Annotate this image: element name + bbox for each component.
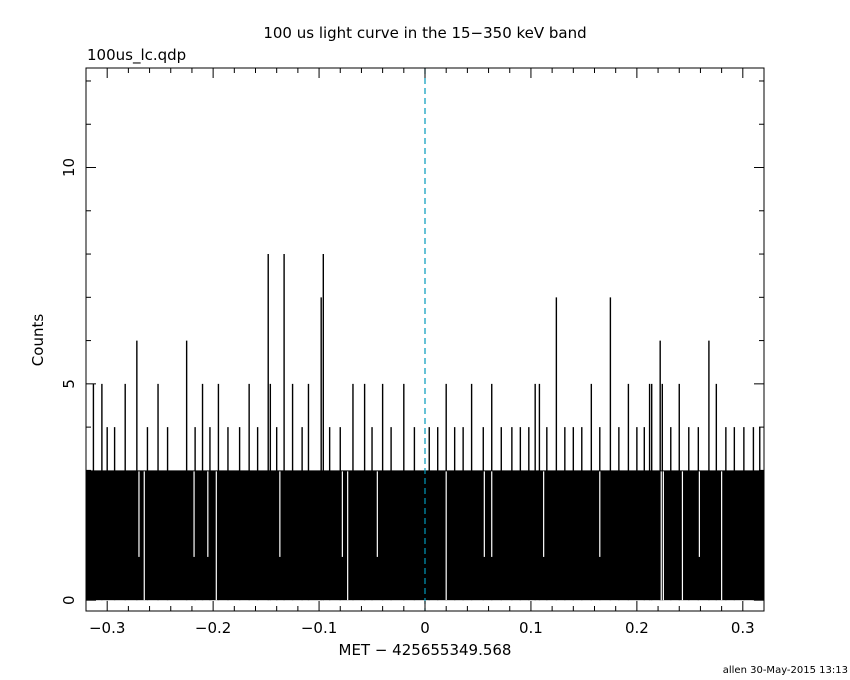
x-tick-label: 0.2 — [625, 619, 649, 637]
ticks-layer — [85, 68, 765, 611]
x-tick-label: 0.1 — [519, 619, 543, 637]
x-tick-label: 0.3 — [731, 619, 755, 637]
x-axis-label: MET − 425655349.568 — [339, 641, 512, 659]
y-tick-label: 5 — [60, 379, 78, 389]
x-tick-label: −0.2 — [195, 619, 231, 637]
file-label: 100us_lc.qdp — [87, 46, 186, 65]
chart-title: 100 us light curve in the 15−350 keV ban… — [263, 24, 586, 42]
footer-stamp: allen 30-May-2015 13:13 — [723, 665, 848, 676]
y-tick-label: 0 — [60, 595, 78, 605]
plot-frame — [85, 67, 765, 612]
x-tick-label: −0.1 — [301, 619, 337, 637]
tick-labels-layer: −0.3 −0.2 −0.1 0 0.1 0.2 0.3 0 5 10 — [60, 158, 755, 637]
x-tick-label: 0 — [420, 619, 430, 637]
y-axis-label: Counts — [29, 314, 47, 367]
y-tick-label: 10 — [60, 158, 78, 177]
x-tick-label: −0.3 — [89, 619, 125, 637]
